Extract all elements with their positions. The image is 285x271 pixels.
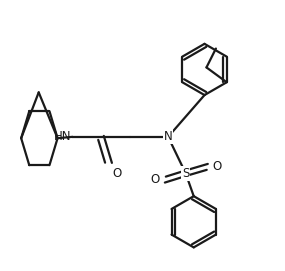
Text: N: N bbox=[164, 130, 172, 143]
Text: HN: HN bbox=[54, 130, 71, 143]
Text: O: O bbox=[213, 160, 222, 173]
Text: O: O bbox=[151, 173, 160, 186]
Text: O: O bbox=[113, 166, 122, 179]
Text: S: S bbox=[182, 167, 189, 180]
